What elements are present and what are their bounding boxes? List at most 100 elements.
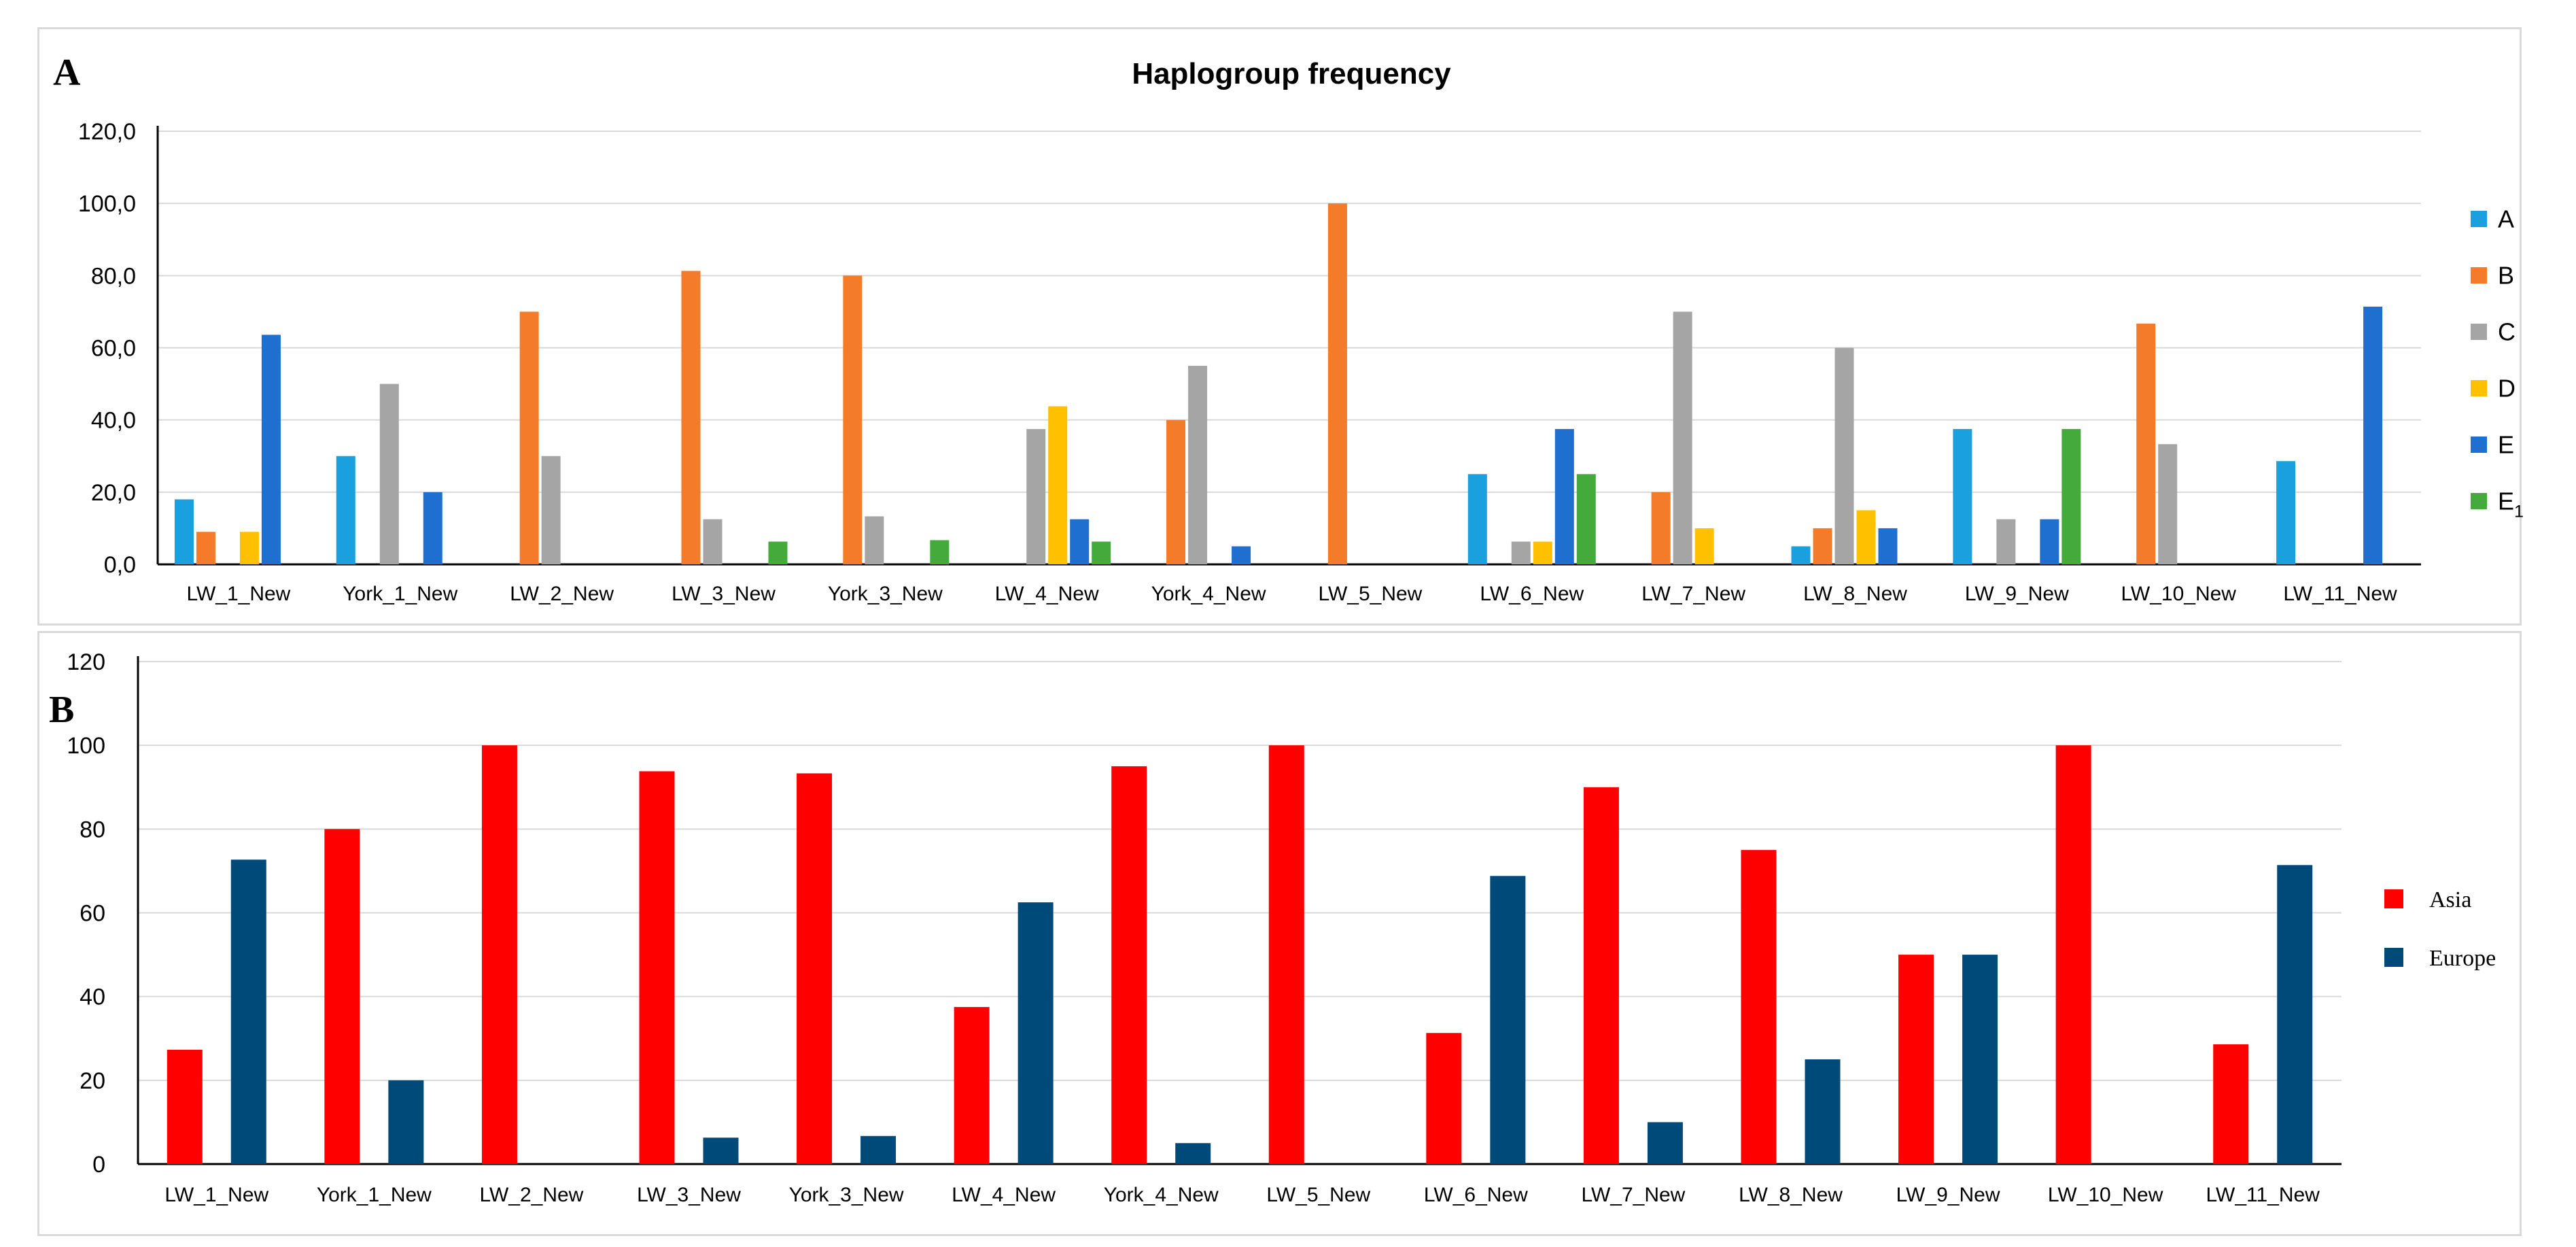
x-tick-label: York_4_New [1151,583,1266,605]
bar-c-lw_10_new [2158,444,2178,564]
chart-a-haplogroup-frequency: A Haplogroup frequency 0,0 20,0 40,0 60,0 80… [53,52,2524,605]
bar-asia-lw_7_new [1583,787,1619,1164]
x-tick-label: LW_8_New [1803,583,1907,605]
x-tick-label: LW_6_New [1480,583,1584,605]
x-tick-label: LW_1_New [164,1184,268,1206]
bar-europe-lw_8_new [1805,1059,1841,1164]
bar-europe-lw_9_new [1962,955,1998,1164]
y-tick-label: 20,0 [91,480,136,506]
bar-e-lw_4_new [1070,519,1090,564]
bar-e-lw_6_new [1554,428,1574,564]
panel-a-frame [37,27,2522,626]
bar-a-lw_6_new [1467,474,1487,564]
bar-europe-lw_11_new [2277,865,2313,1164]
x-tick-label: LW_3_New [672,583,776,605]
legend-swatch-e1 [2471,493,2487,509]
y-tick-label: 60 [80,901,105,927]
bar-c-york_3_new [865,516,884,564]
bar-asia-york_3_new [797,773,833,1164]
bar-d-lw_6_new [1533,541,1552,564]
bar-europe-york_4_new [1175,1143,1211,1164]
bar-c-lw_2_new [541,456,561,564]
x-tick-label: LW_5_New [1319,583,1423,605]
bar-europe-york_3_new [860,1135,897,1164]
bar-asia-lw_8_new [1741,850,1777,1164]
bar-c-lw_6_new [1511,541,1531,564]
legend-label-main: E [2498,431,2514,459]
bar-b-lw_5_new [1327,203,1347,565]
legend-label-a: A [2498,205,2514,233]
bar-c-lw_7_new [1673,311,1692,564]
x-tick-label: LW_6_New [1424,1184,1528,1206]
panel-b-label: B [49,689,74,731]
y-tick-label: 80 [80,817,105,842]
bar-asia-york_1_new [324,829,360,1164]
bar-e-york_1_new [423,492,442,564]
bar-e1-lw_6_new [1576,474,1596,564]
bar-d-lw_4_new [1048,406,1068,564]
bar-c-lw_4_new [1026,428,1046,564]
legend-label-b: B [2498,262,2514,290]
bar-b-lw_10_new [2136,323,2156,564]
bar-b-lw_3_new [681,271,701,564]
y-tick-label: 40,0 [91,408,136,434]
legend-label-main: C [2498,318,2516,346]
x-tick-label: LW_4_New [995,583,1099,605]
x-tick-label: York_4_New [1104,1184,1219,1206]
x-tick-label: LW_11_New [2206,1184,2320,1206]
bar-a-lw_11_new [2276,461,2296,564]
legend-label-e1: E1 [2498,488,2524,522]
bar-asia-york_4_new [1111,766,1147,1164]
x-tick-label: LW_7_New [1582,1184,1686,1206]
legend-swatch-asia [2384,889,2403,908]
bar-europe-lw_1_new [230,859,266,1164]
bar-a-lw_1_new [174,499,194,564]
y-tick-label: 0,0 [104,552,136,578]
bar-b-york_3_new [843,275,863,564]
legend-swatch-a [2471,211,2487,227]
panel-a-label: A [53,52,81,94]
x-tick-label: York_3_New [828,583,943,605]
legend-label-d: D [2498,375,2516,403]
x-tick-label: LW_10_New [2121,583,2236,605]
x-tick-label: LW_1_New [187,583,291,605]
y-tick-label: 100,0 [78,191,136,217]
y-tick-label: 120 [67,649,105,675]
bar-b-lw_2_new [519,311,539,564]
bar-b-lw_1_new [196,532,215,564]
bar-europe-lw_7_new [1647,1122,1683,1164]
legend-label-c: C [2498,318,2516,346]
x-tick-label: York_3_New [789,1184,904,1206]
x-tick-label: LW_9_New [1965,583,2069,605]
bar-asia-lw_4_new [954,1007,990,1164]
bar-c-lw_3_new [703,519,723,564]
bar-asia-lw_1_new [167,1049,203,1164]
bar-e-york_4_new [1232,546,1251,564]
y-tick-label: 40 [80,985,105,1010]
bar-d-lw_7_new [1694,528,1714,564]
bar-e1-lw_3_new [768,541,788,564]
bar-e-lw_9_new [2040,519,2059,564]
legend-label-main: B [2498,262,2514,290]
bar-c-york_1_new [379,383,399,564]
x-tick-label: LW_2_New [480,1184,584,1206]
bar-e-lw_11_new [2363,306,2383,564]
x-tick-label: LW_5_New [1266,1184,1370,1206]
y-tick-label: 100 [67,733,105,759]
bar-asia-lw_2_new [481,745,517,1164]
x-tick-label: York_1_New [343,583,457,605]
y-tick-label: 60,0 [91,336,136,362]
bar-c-lw_9_new [1996,519,2016,564]
legend-swatch-c [2471,324,2487,340]
legend-label-main: A [2498,205,2514,233]
legend-label-subscript: 1 [2514,502,2524,521]
bar-b-lw_8_new [1813,528,1832,564]
bar-d-lw_1_new [239,532,259,564]
bar-e-lw_1_new [261,335,281,564]
bar-b-york_4_new [1166,420,1186,564]
legend-label-e: E [2498,431,2514,459]
bar-asia-lw_6_new [1426,1033,1462,1164]
x-tick-label: LW_9_New [1896,1184,2000,1206]
x-tick-label: LW_11_New [2283,583,2397,605]
bar-c-lw_8_new [1834,347,1854,564]
